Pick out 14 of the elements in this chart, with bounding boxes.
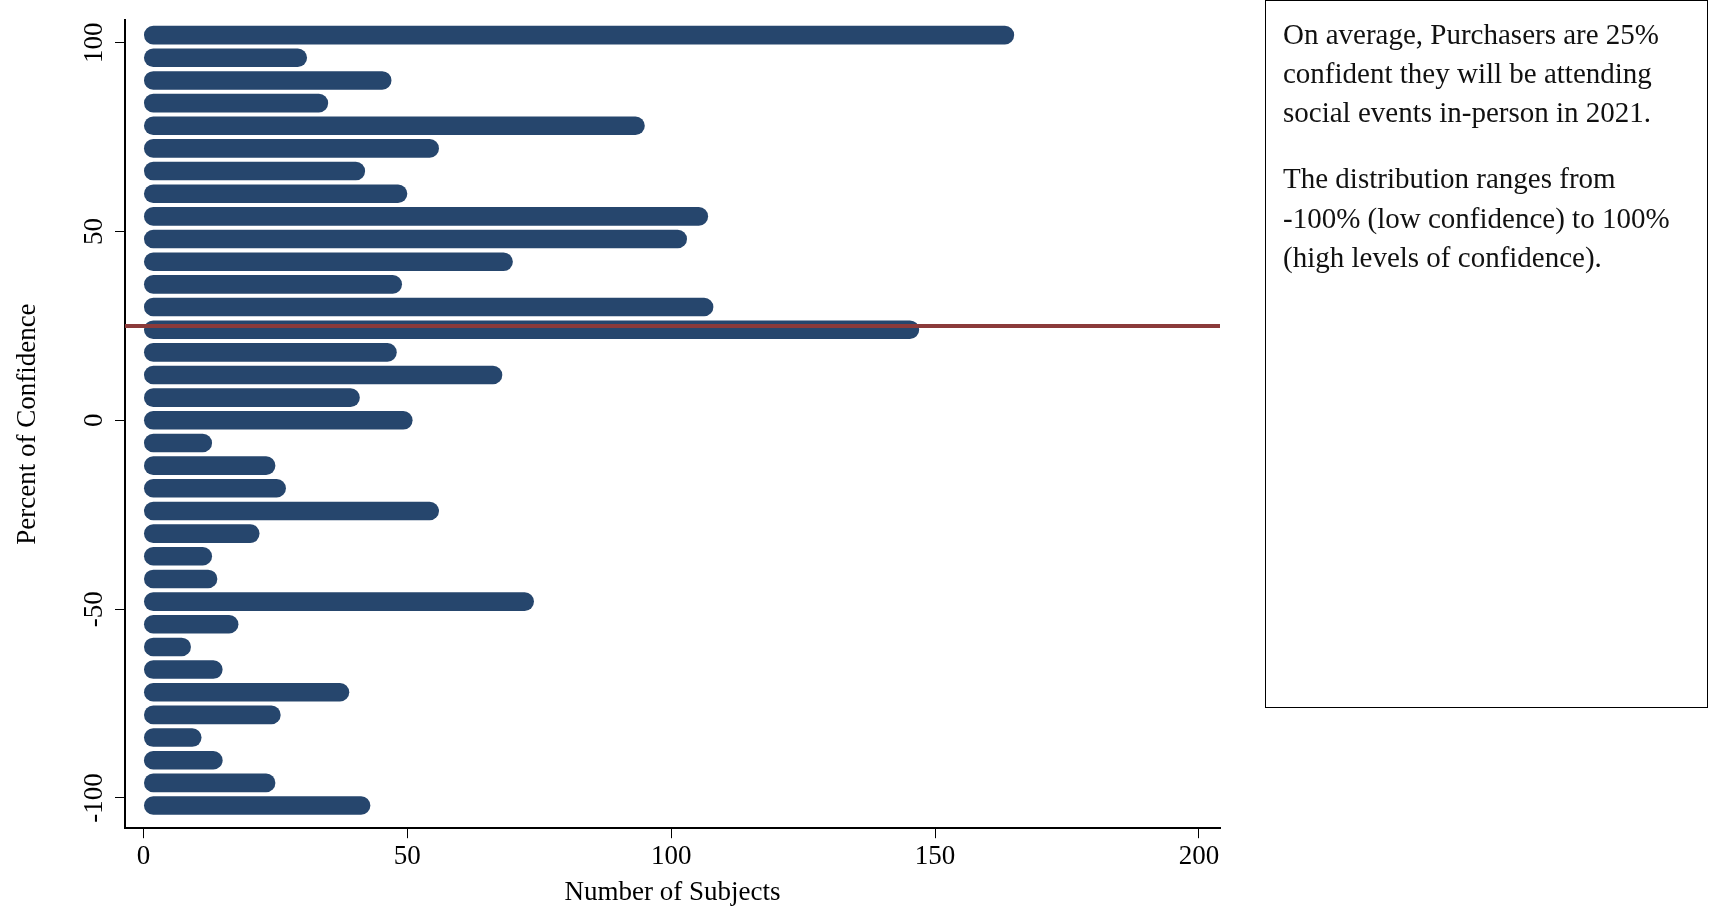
x-axis-title: Number of Subjects bbox=[564, 875, 781, 906]
x-tick-label: 0 bbox=[136, 840, 151, 871]
y-tick-label: -100 bbox=[78, 773, 109, 823]
y-tick-label: 100 bbox=[78, 22, 109, 63]
y-tick-label: -50 bbox=[78, 591, 109, 628]
x-tick-label: 150 bbox=[914, 840, 956, 871]
y-tick-label: 0 bbox=[78, 413, 109, 428]
y-tick-label: 50 bbox=[78, 217, 109, 245]
x-tick-label: 50 bbox=[393, 840, 421, 871]
x-tick-label: 100 bbox=[650, 840, 692, 871]
y-axis-title: Percent of Confidence bbox=[11, 303, 42, 545]
text: The distribution ranges from -100% (low confidence) to 100% (high levels of confidence). bbox=[1283, 161, 1671, 275]
x-tick-label: 200 bbox=[1178, 840, 1220, 871]
text: On average, Purchasers are 25% confident they will be attending social events in-person in 2021. bbox=[1283, 17, 1661, 131]
